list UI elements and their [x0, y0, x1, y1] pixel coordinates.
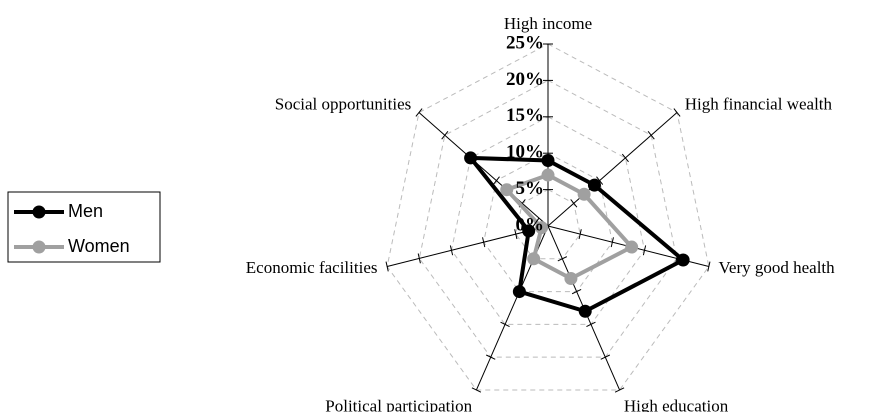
tick-mark	[621, 153, 629, 163]
data-point	[541, 168, 555, 182]
axis-line	[547, 112, 678, 227]
y-tick-label: 20%	[506, 69, 544, 90]
y-tick-label: 10%	[506, 142, 544, 163]
tick-mark	[486, 354, 496, 360]
data-point	[625, 240, 639, 254]
category-label: High income	[504, 14, 592, 33]
tick-mark	[482, 237, 486, 248]
tick-mark	[614, 387, 625, 393]
tick-mark	[586, 321, 596, 328]
category-label: Political participation	[325, 397, 472, 412]
data-point	[535, 221, 549, 235]
category-label: High financial wealth	[685, 95, 833, 114]
tick-mark	[673, 108, 681, 117]
legend-box	[7, 191, 161, 263]
tick-mark	[471, 387, 482, 393]
grid-line	[418, 79, 678, 358]
tick-mark	[500, 321, 510, 328]
tick-mark	[610, 237, 614, 248]
data-point	[522, 224, 536, 238]
tick-mark	[557, 256, 568, 262]
grid-line	[450, 116, 646, 325]
series-line	[503, 172, 635, 281]
data-point	[500, 183, 514, 197]
legend-label: Men	[68, 201, 103, 221]
tick-mark	[514, 229, 518, 240]
tick-mark	[441, 130, 449, 140]
data-point	[541, 153, 555, 167]
y-tick-label: 15%	[506, 105, 544, 126]
tick-mark	[449, 245, 454, 256]
data-point	[564, 271, 578, 285]
legend-label: Women	[68, 236, 130, 256]
tick-mark	[570, 199, 578, 208]
series-line	[466, 155, 687, 314]
data-point	[464, 151, 478, 165]
axis-line	[418, 112, 549, 227]
y-tick-label: 5%	[516, 178, 545, 199]
tick-mark	[600, 354, 610, 360]
grid-line	[483, 152, 613, 293]
tick-mark	[492, 176, 500, 185]
tick-mark	[707, 261, 711, 272]
data-point	[527, 252, 541, 266]
tick-mark	[642, 245, 647, 256]
y-tick-label: 0%	[516, 214, 545, 235]
tick-mark	[385, 261, 389, 272]
tick-mark	[415, 108, 423, 117]
legend-marker	[32, 205, 46, 219]
axis-line	[387, 225, 549, 267]
category-label: Social opportunities	[275, 95, 411, 114]
tick-mark	[417, 253, 421, 264]
tick-mark	[647, 130, 655, 140]
y-tick-label: 25%	[506, 32, 544, 53]
legend-marker	[32, 240, 46, 254]
tick-mark	[578, 229, 582, 240]
data-point	[512, 285, 526, 299]
data-point	[578, 304, 592, 318]
grid-line	[386, 43, 710, 391]
data-point	[587, 178, 601, 192]
data-point	[676, 253, 690, 267]
tick-mark	[596, 176, 604, 185]
category-label: High education	[624, 397, 729, 412]
data-point	[577, 187, 591, 201]
category-label: Economic facilities	[246, 258, 378, 277]
tick-mark	[571, 288, 582, 295]
category-label: Very good health	[719, 258, 836, 277]
